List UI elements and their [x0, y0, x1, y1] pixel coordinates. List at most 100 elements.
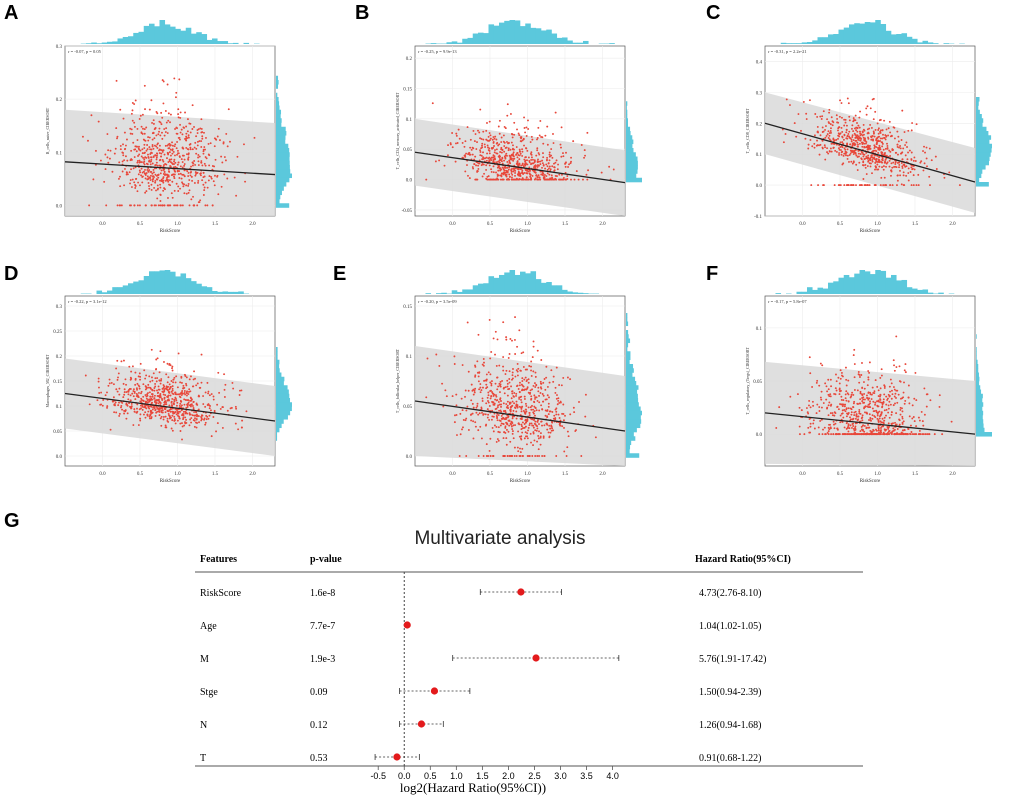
data-point [194, 417, 196, 420]
data-point [535, 429, 538, 432]
data-point [488, 405, 491, 407]
data-point [822, 184, 825, 187]
data-point [197, 415, 200, 418]
data-point [180, 177, 183, 180]
data-point [202, 194, 205, 196]
data-point [910, 158, 913, 160]
data-point [573, 178, 576, 181]
data-point [509, 175, 511, 178]
data-point [444, 389, 447, 392]
data-point [194, 141, 197, 144]
data-point [196, 140, 199, 143]
data-point [874, 145, 876, 148]
histogram-bar-y [976, 385, 981, 390]
data-point [548, 396, 550, 399]
data-point [881, 137, 884, 140]
data-point [456, 142, 459, 144]
data-point [173, 169, 176, 171]
data-point [917, 416, 920, 419]
y-tick-label: 0.2 [406, 57, 413, 62]
data-point [171, 196, 174, 199]
data-point [907, 167, 910, 170]
data-point [472, 129, 475, 132]
data-point [144, 108, 146, 111]
data-point [819, 115, 822, 118]
data-point [203, 175, 206, 178]
data-point [169, 410, 172, 413]
data-point [521, 150, 524, 153]
data-point [147, 383, 150, 386]
data-point [532, 411, 535, 414]
data-point [805, 407, 808, 410]
histogram-bar-x [101, 292, 108, 294]
data-point [200, 118, 203, 121]
data-point [523, 426, 526, 429]
data-point [539, 392, 542, 394]
data-point [860, 157, 863, 160]
data-point [898, 166, 900, 169]
data-point [179, 172, 182, 175]
data-point [144, 416, 147, 419]
data-point [158, 120, 161, 123]
histogram-bar-y [276, 359, 280, 365]
data-point [129, 387, 132, 390]
data-point [893, 388, 896, 391]
data-point [864, 140, 867, 142]
data-point [929, 184, 931, 187]
regression-line [764, 122, 976, 183]
data-point [889, 184, 891, 187]
data-point [822, 130, 825, 133]
data-point [194, 173, 197, 175]
scatter-chart-a: 0.0 0.5 1.0 1.5 2.00.00.10.20.3RiskScoreB_ce… [45, 20, 292, 234]
data-point [494, 382, 497, 385]
data-point [808, 431, 811, 434]
data-point [499, 391, 501, 394]
data-point [832, 433, 835, 436]
data-point [908, 415, 911, 418]
data-point [472, 393, 475, 396]
histogram-bar-x [796, 291, 803, 294]
data-point [209, 405, 212, 407]
data-point [158, 152, 161, 154]
data-point [488, 318, 491, 321]
data-point [488, 449, 491, 452]
data-point [155, 161, 158, 164]
data-point [521, 377, 524, 380]
data-point [899, 145, 902, 147]
data-point [897, 135, 900, 138]
data-point [487, 371, 490, 374]
data-point [848, 433, 850, 436]
data-point [872, 433, 875, 436]
data-point [863, 424, 866, 427]
data-point [866, 105, 869, 108]
data-point [573, 411, 576, 414]
histogram-bar-x [201, 286, 208, 294]
data-point [134, 185, 137, 187]
histogram-bar-y [976, 419, 984, 424]
data-point [887, 430, 890, 433]
data-point [891, 430, 894, 433]
data-point [558, 417, 561, 419]
data-point [197, 394, 200, 397]
data-point [864, 433, 867, 436]
data-point [130, 402, 133, 405]
data-point [863, 145, 866, 148]
data-point [854, 127, 856, 130]
data-point [155, 405, 158, 408]
data-point [202, 152, 205, 155]
data-point [200, 419, 203, 422]
data-point [193, 182, 196, 184]
data-point [511, 371, 514, 374]
data-point [502, 173, 505, 176]
data-point [171, 385, 174, 388]
data-point [810, 184, 813, 187]
data-point [486, 416, 489, 419]
data-point [874, 403, 877, 406]
data-point [145, 400, 148, 403]
data-point [886, 161, 889, 164]
data-point [498, 161, 501, 164]
histogram-bar-x [107, 41, 113, 44]
col-header-features: Features [200, 554, 237, 565]
x-tick-label: 0.0 [449, 472, 456, 477]
data-point [504, 426, 507, 429]
